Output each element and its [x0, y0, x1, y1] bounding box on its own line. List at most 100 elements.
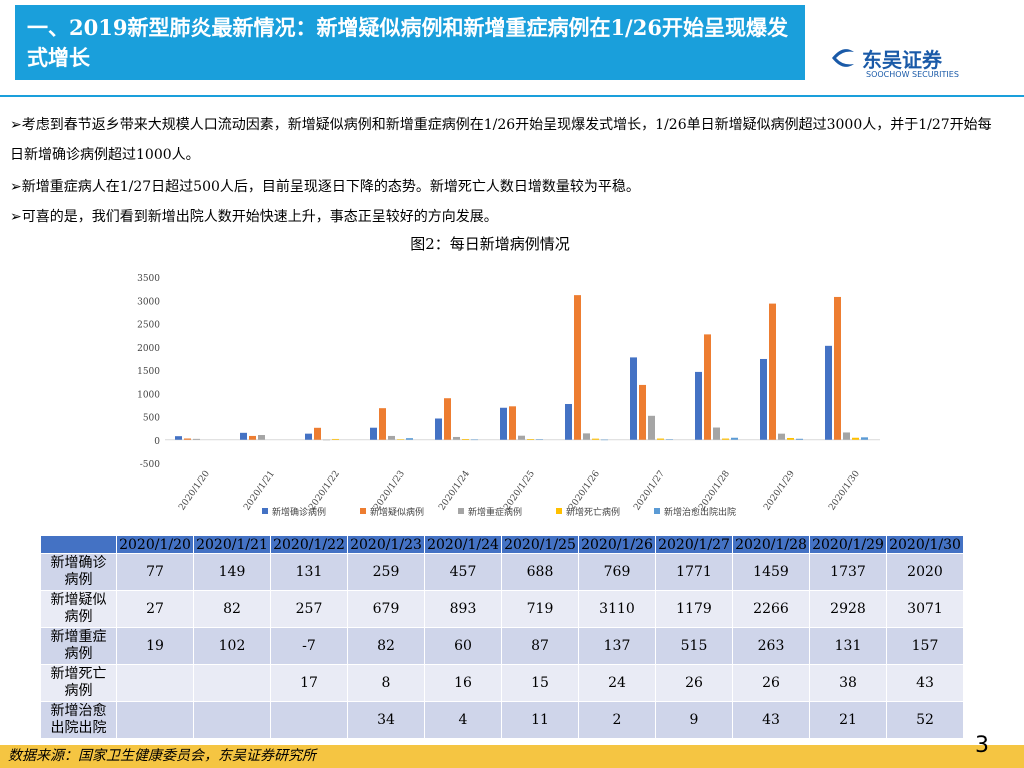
- bar: [435, 418, 442, 440]
- table-cell: 157: [886, 627, 964, 665]
- table-cell: 43: [732, 701, 810, 739]
- bar: [453, 436, 460, 440]
- bar: [397, 439, 404, 440]
- table-cell: 515: [655, 627, 733, 665]
- table-cell: 9: [655, 701, 733, 739]
- legend-label: 新增确诊病例: [272, 506, 326, 518]
- table-cell: 19: [116, 627, 194, 665]
- bar: [370, 427, 377, 440]
- bar: [258, 435, 265, 440]
- data-table: 2020/1/20 2020/1/21 2020/1/22 2020/1/23 2020…: [40, 535, 964, 739]
- table-cell: 2928: [809, 590, 887, 628]
- bar: [630, 357, 637, 440]
- bar: [695, 371, 702, 440]
- table-cell: [270, 701, 348, 739]
- table-cell: [116, 664, 194, 702]
- table-corner: [40, 535, 117, 554]
- header-title: 一、2019新型肺炎最新情况：新增疑似病例和新增重症病例在1/26开始呈现爆发式…: [15, 5, 805, 80]
- table-cell: 43: [886, 664, 964, 702]
- y-tick-label: 1500: [137, 367, 160, 377]
- bar: [666, 439, 673, 440]
- row-label: 新增疑似病例: [40, 590, 117, 628]
- table-header-row: 2020/1/20 2020/1/21 2020/1/22 2020/1/23 2020…: [40, 535, 964, 554]
- table-cell: 719: [501, 590, 579, 628]
- row-label: 新增死亡病例: [40, 664, 117, 702]
- bar: [193, 438, 200, 440]
- table-cell: 24: [578, 664, 656, 702]
- table-cell: 26: [655, 664, 733, 702]
- bar: [518, 435, 525, 440]
- table-cell: 893: [424, 590, 502, 628]
- bar: [500, 407, 507, 440]
- legend-label: 新增死亡病例: [566, 506, 620, 518]
- x-tick-label: 2020/1/23: [372, 469, 407, 513]
- legend-label: 新增治愈出院出院: [664, 506, 736, 518]
- x-tick-label: 2020/1/26: [567, 469, 602, 513]
- table-cell: 263: [732, 627, 810, 665]
- bar: [639, 384, 646, 440]
- bar: [536, 439, 543, 440]
- table-cell: 102: [193, 627, 271, 665]
- table-cell: 679: [347, 590, 425, 628]
- logo-text: 东吴证券: [862, 48, 942, 72]
- legend-label: 新增疑似病例: [370, 506, 424, 518]
- table-header-cell: 2020/1/29: [809, 535, 887, 554]
- legend-swatch: [556, 508, 562, 514]
- y-tick-label: -500: [140, 460, 160, 470]
- table-cell: 27: [116, 590, 194, 628]
- bar: [305, 433, 312, 440]
- bar: [332, 438, 339, 440]
- table-cell: 131: [270, 553, 348, 591]
- table-cell: 259: [347, 553, 425, 591]
- table-cell: 149: [193, 553, 271, 591]
- bullet: ➢可喜的是，我们看到新增出院人数开始快速上升，事态正呈较好的方向发展。: [10, 209, 498, 225]
- bar: [760, 358, 767, 440]
- table-header-cell: 2020/1/28: [732, 535, 810, 554]
- bar: [240, 432, 247, 440]
- y-tick-label: 2000: [137, 344, 160, 354]
- bar: [509, 406, 516, 440]
- x-tick-label: 2020/1/20: [177, 469, 212, 513]
- x-tick-label: 2020/1/24: [437, 469, 472, 513]
- bar: [713, 427, 720, 440]
- table-row: 新增疑似病例 27 82 257 679 893 719 3110 1179 2266 2928 30…: [40, 590, 964, 628]
- bar: [462, 439, 469, 440]
- chart: 图2：每日新增病例情况 -500 0 500 1000 1500 2000 2500 3000…: [137, 235, 880, 518]
- page-number: 3: [975, 733, 989, 758]
- table-cell: 87: [501, 627, 579, 665]
- table-cell: 769: [578, 553, 656, 591]
- bar: [601, 439, 608, 441]
- table-header-cell: 2020/1/26: [578, 535, 656, 554]
- table-cell: [193, 664, 271, 702]
- legend-swatch: [458, 508, 464, 514]
- table-row: 新增确诊病例 77 149 131 259 457 688 769 1771 1459 1737 20…: [40, 553, 964, 591]
- legend-swatch: [360, 508, 366, 514]
- x-tick-label: 2020/1/21: [242, 469, 277, 513]
- row-label: 新增治愈出院出院: [40, 701, 117, 739]
- table-header-cell: 2020/1/27: [655, 535, 733, 554]
- table-header-cell: 2020/1/22: [270, 535, 348, 554]
- table-cell: 82: [193, 590, 271, 628]
- x-tick-label: 2020/1/29: [762, 469, 797, 513]
- bar: [184, 438, 191, 440]
- bar: [323, 439, 330, 441]
- bar: [592, 438, 599, 440]
- table-cell: 4: [424, 701, 502, 739]
- table-cell: 15: [501, 664, 579, 702]
- bar: [444, 398, 451, 440]
- table-cell: 17: [270, 664, 348, 702]
- bar: [796, 438, 803, 440]
- table-cell: 3110: [578, 590, 656, 628]
- bar: [769, 303, 776, 440]
- x-tick-label: 2020/1/27: [632, 469, 667, 513]
- legend-swatch: [654, 508, 660, 514]
- bar: [249, 435, 256, 440]
- table-cell: -7: [270, 627, 348, 665]
- table-cell: 60: [424, 627, 502, 665]
- bar: [583, 433, 590, 440]
- legend-swatch: [262, 508, 268, 514]
- table-cell: 137: [578, 627, 656, 665]
- bar: [778, 433, 785, 440]
- table-row: 新增死亡病例 17 8 16 15 24 26 26 38 43: [40, 664, 964, 702]
